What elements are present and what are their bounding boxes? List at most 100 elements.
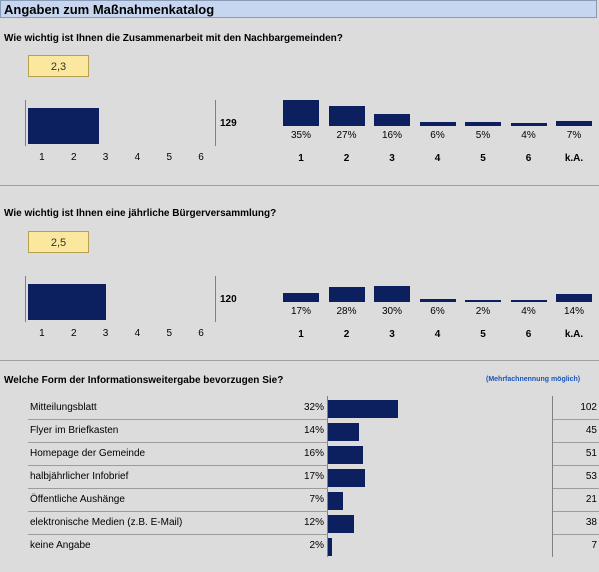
mean-bar: [28, 108, 100, 144]
question-2: Wie wichtig ist Ihnen eine jährliche Bür…: [4, 208, 277, 219]
percent-label: 4%: [521, 306, 536, 317]
distribution-bar: [419, 298, 456, 302]
row-divider: [553, 419, 599, 420]
distribution-bar: [556, 294, 592, 302]
percent-label: 7%: [566, 130, 582, 141]
scale-tick-label: 6: [198, 152, 204, 163]
category-label: 3: [389, 329, 395, 340]
scale-tick-label: 5: [166, 152, 173, 163]
question-3: Welche Form der Informationsweitergabe b…: [4, 375, 284, 386]
distribution-bar: [510, 123, 547, 126]
information-percent: 32%: [303, 402, 324, 413]
distribution-bar: [328, 286, 365, 302]
scale-tick-label: 3: [102, 152, 109, 163]
distribution-bar: [283, 292, 319, 302]
percent-label: 28%: [336, 306, 357, 317]
information-label: elektronische Medien (z.B. E-Mail): [30, 517, 183, 528]
category-label: 3: [389, 153, 395, 164]
percent-label: 4%: [521, 130, 536, 141]
information-label: Homepage der Gemeinde: [30, 448, 146, 459]
information-label: keine Angabe: [30, 540, 91, 551]
row-divider: [28, 534, 328, 535]
row-divider: [28, 442, 328, 443]
information-label: Flyer im Briefkasten: [30, 425, 119, 436]
information-percent: 7%: [309, 494, 324, 505]
category-label: k.A.: [564, 329, 584, 340]
row-divider: [553, 442, 599, 443]
distribution-bar: [465, 122, 501, 126]
percent-label: 16%: [381, 130, 402, 141]
information-bar: [328, 538, 333, 556]
information-count: 21: [585, 494, 597, 505]
row-divider: [28, 419, 328, 420]
distribution-bar: [374, 285, 410, 302]
percent-label: 14%: [563, 306, 584, 317]
axis-left: [327, 396, 328, 557]
row-divider: [553, 534, 599, 535]
question-1: Wie wichtig ist Ihnen die Zusammenarbeit…: [4, 33, 343, 44]
distribution-chart-2: 17% 1 28% 2 30% 3 6% 4 2% 5 4% 6 14% k.A.: [283, 276, 596, 348]
scale-tick-label: 2: [70, 152, 77, 163]
category-label: 4: [434, 153, 441, 164]
row-divider: [553, 465, 599, 466]
mean-box-1: 2,3: [28, 55, 89, 77]
row-divider: [553, 511, 599, 512]
divider: [0, 185, 599, 186]
distribution-bar: [328, 105, 365, 126]
n-count-2: 120: [220, 294, 237, 305]
category-label: 2: [343, 153, 350, 164]
multiple-answers-note: (Mehrfachnennung möglich): [486, 376, 581, 383]
percent-label: 17%: [290, 306, 311, 317]
information-percent: 16%: [303, 448, 324, 459]
information-bar: [328, 446, 363, 464]
category-label: 1: [298, 153, 304, 164]
distribution-bar: [374, 114, 410, 126]
category-label: 6: [525, 153, 532, 164]
percent-label: 30%: [381, 306, 402, 317]
distribution-bar: [556, 120, 592, 126]
row-divider: [553, 488, 599, 489]
distribution-bar: [510, 299, 547, 302]
information-count: 38: [585, 517, 597, 528]
row-divider: [28, 488, 328, 489]
information-bar: [328, 515, 355, 533]
information-percent: 17%: [303, 471, 324, 482]
percent-label: 5%: [475, 130, 491, 141]
information-count: 53: [585, 471, 597, 482]
category-label: 2: [343, 329, 350, 340]
row-divider: [28, 511, 328, 512]
scale-tick-label: 4: [134, 152, 141, 163]
information-bar: [328, 400, 398, 418]
percent-label: 27%: [336, 130, 357, 141]
category-label: 5: [480, 329, 486, 340]
information-label: Mitteilungsblatt: [30, 402, 97, 413]
information-bar: [328, 423, 359, 441]
scale-tick-label: 5: [166, 328, 173, 339]
distribution-bar: [419, 121, 456, 126]
category-label: 1: [298, 329, 304, 340]
mean-bar: [28, 284, 106, 320]
category-label: k.A.: [564, 153, 584, 164]
information-chart: Mitteilungsblatt 32% 102 Flyer im Briefkast…: [0, 396, 599, 562]
distribution-chart-1: 35% 1 27% 2 16% 3 6% 4 5% 5 4% 6 7% k.A.: [283, 100, 596, 172]
scale-tick-label: 4: [134, 328, 141, 339]
scale-tick-label: 3: [102, 328, 109, 339]
scale-tick-label: 6: [198, 328, 204, 339]
information-count: 102: [580, 402, 597, 413]
information-bar: [328, 469, 366, 487]
information-count: 45: [585, 425, 597, 436]
mean-scale-2: 1 2 3 4 5 6: [25, 276, 216, 339]
category-label: 6: [525, 329, 532, 340]
information-count: 7: [591, 540, 597, 551]
information-percent: 2%: [309, 540, 324, 551]
percent-label: 2%: [475, 306, 491, 317]
percent-label: 35%: [290, 130, 311, 141]
scale-tick-label: 1: [39, 328, 45, 339]
information-bar: [328, 492, 344, 510]
row-divider: [28, 465, 328, 466]
mean-scale-1: 1 2 3 4 5 6: [25, 100, 216, 163]
information-label: halbjährlicher Infobrief: [30, 471, 129, 482]
category-label: 4: [434, 329, 441, 340]
information-percent: 14%: [303, 425, 324, 436]
n-count-1: 129: [220, 118, 237, 129]
